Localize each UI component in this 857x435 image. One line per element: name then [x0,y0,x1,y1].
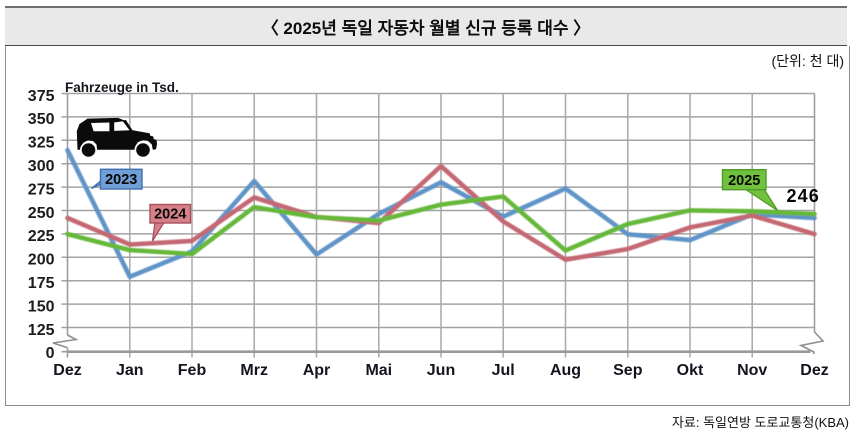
svg-text:Jan: Jan [116,362,144,379]
svg-text:Fahrzeuge in Tsd.: Fahrzeuge in Tsd. [65,80,179,95]
svg-text:Aug: Aug [550,362,581,379]
svg-text:Feb: Feb [178,362,207,379]
svg-text:125: 125 [28,322,55,339]
svg-text:Jun: Jun [427,362,455,379]
svg-text:Mai: Mai [365,362,392,379]
svg-text:375: 375 [28,88,55,105]
svg-text:300: 300 [28,158,55,175]
svg-text:150: 150 [28,298,55,315]
svg-text:2025: 2025 [728,173,760,189]
svg-text:0: 0 [46,345,55,362]
svg-text:246: 246 [787,186,820,206]
svg-text:175: 175 [28,275,55,292]
svg-text:250: 250 [28,205,55,222]
svg-text:350: 350 [28,111,55,128]
svg-text:Dez: Dez [800,362,828,379]
svg-text:2024: 2024 [154,207,186,223]
svg-text:325: 325 [28,135,55,152]
svg-text:225: 225 [28,228,55,245]
svg-text:Dez: Dez [53,362,81,379]
svg-text:Sep: Sep [613,362,643,379]
svg-text:Okt: Okt [677,362,704,379]
svg-text:2023: 2023 [105,172,137,188]
svg-text:200: 200 [28,252,55,269]
svg-text:Mrz: Mrz [240,362,268,379]
svg-text:Apr: Apr [303,362,331,379]
svg-text:Jul: Jul [492,362,515,379]
svg-text:Nov: Nov [737,362,767,379]
svg-text:275: 275 [28,181,55,198]
